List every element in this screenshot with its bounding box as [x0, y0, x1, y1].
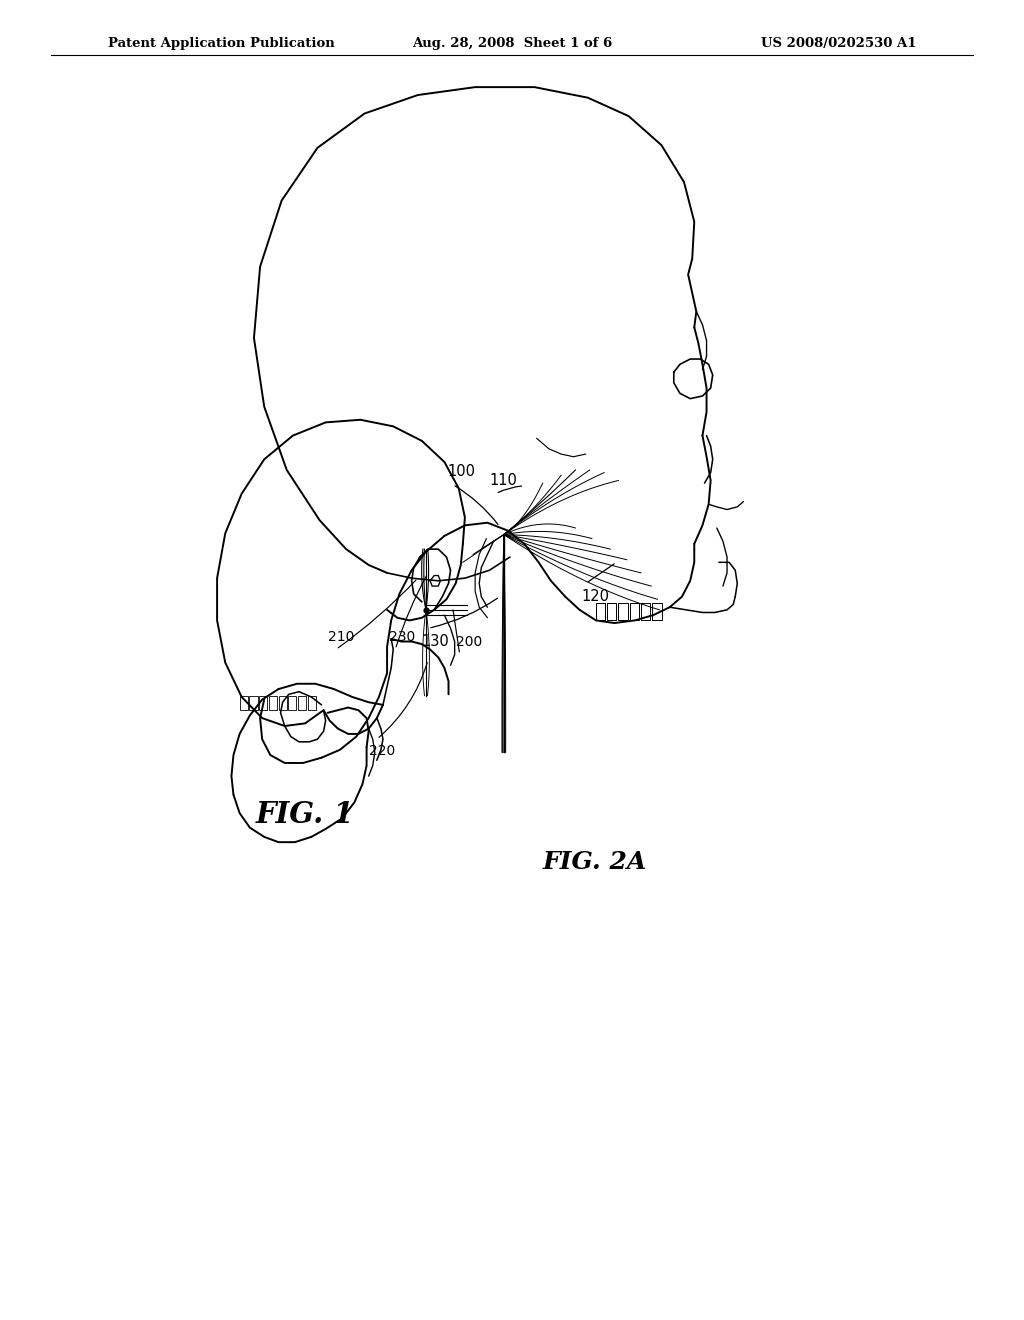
Text: 130: 130 [422, 634, 450, 648]
Bar [289, 696, 297, 710]
Text: Patent Application Publication: Patent Application Publication [108, 37, 334, 50]
Bar [298, 696, 306, 710]
Text: 210: 210 [328, 630, 354, 644]
Bar [641, 603, 650, 620]
Bar [596, 603, 605, 620]
Bar [240, 696, 248, 710]
Text: 220: 220 [369, 744, 395, 759]
Bar [307, 696, 315, 710]
Text: 120: 120 [582, 589, 609, 603]
Text: Aug. 28, 2008  Sheet 1 of 6: Aug. 28, 2008 Sheet 1 of 6 [412, 37, 612, 50]
Bar [618, 603, 628, 620]
Bar [630, 603, 639, 620]
Text: 230: 230 [389, 630, 416, 644]
Text: 100: 100 [447, 465, 475, 479]
Text: 200: 200 [456, 635, 482, 649]
Text: 110: 110 [489, 474, 517, 488]
Bar [259, 696, 267, 710]
Bar [652, 603, 662, 620]
Bar [607, 603, 616, 620]
Text: FIG. 2A: FIG. 2A [543, 850, 647, 874]
Text: FIG. 1: FIG. 1 [256, 800, 354, 829]
Bar [268, 696, 276, 710]
Text: US 2008/0202530 A1: US 2008/0202530 A1 [761, 37, 916, 50]
Bar [250, 696, 258, 710]
Bar [279, 696, 287, 710]
